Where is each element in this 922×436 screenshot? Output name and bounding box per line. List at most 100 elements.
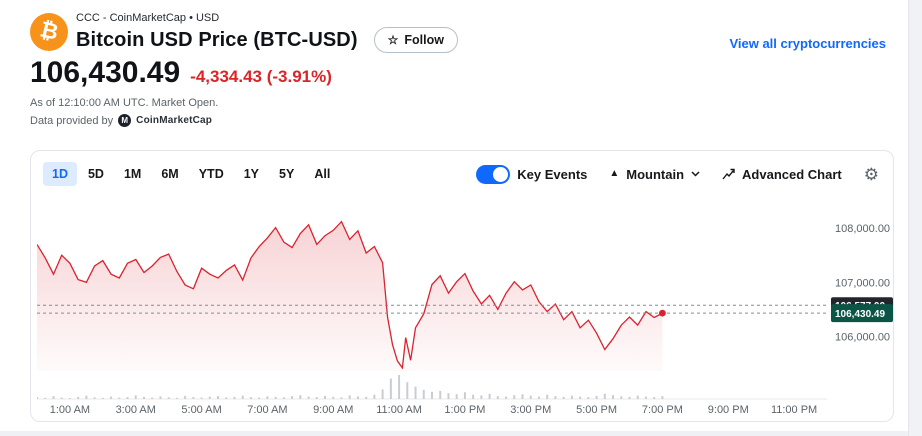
volume-bar — [126, 397, 129, 399]
volume-bar — [233, 396, 236, 399]
volume-bar — [381, 389, 384, 399]
range-tab-5d[interactable]: 5D — [79, 162, 113, 186]
volume-bar — [570, 395, 573, 399]
title-row: Bitcoin USD Price (BTC-USD) ☆ Follow — [76, 27, 458, 53]
x-axis-label: 5:00 PM — [576, 404, 617, 416]
volume-bar — [406, 382, 409, 399]
range-tab-all[interactable]: All — [305, 162, 339, 186]
follow-button[interactable]: ☆ Follow — [373, 27, 458, 53]
x-axis-label: 5:00 AM — [181, 404, 221, 416]
chart-card: 1D 5D 1M 6M YTD 1Y 5Y All Key Events ▲ Mountain — [30, 150, 894, 422]
volume-bar — [142, 396, 145, 399]
range-tab-5y[interactable]: 5Y — [270, 162, 303, 186]
range-tab-1m[interactable]: 1M — [115, 162, 150, 186]
view-all-cryptocurrencies-link[interactable]: View all cryptocurrencies — [729, 36, 886, 51]
volume-bar — [274, 396, 277, 399]
volume-bar — [472, 394, 475, 399]
volume-bar — [644, 396, 647, 399]
current-price-badge-label: 106,430.49 — [835, 309, 885, 320]
range-tab-1y[interactable]: 1Y — [235, 162, 268, 186]
volume-bar — [225, 397, 228, 399]
current-price: 106,430.49 — [30, 56, 181, 89]
key-events-toggle[interactable] — [476, 164, 511, 184]
as-of-text: As of 12:10:00 AM UTC. Market Open. — [30, 97, 219, 109]
key-events-label: Key Events — [517, 166, 588, 182]
follow-button-label: Follow — [404, 33, 444, 47]
x-axis-label: 3:00 PM — [510, 404, 551, 416]
x-axis-label: 9:00 PM — [708, 404, 749, 416]
volume-bar — [496, 396, 499, 399]
range-tab-ytd[interactable]: YTD — [190, 162, 233, 186]
volume-bar — [282, 397, 285, 399]
volume-bar — [554, 396, 557, 399]
volume-bar — [241, 395, 244, 399]
current-price-badge — [831, 304, 893, 323]
volume-bar — [463, 392, 466, 399]
volume-bar — [151, 397, 154, 399]
volume-bar — [68, 398, 71, 399]
exchange-info: CCC - CoinMarketCap • USD — [76, 12, 220, 24]
page-title: Bitcoin USD Price (BTC-USD) — [76, 28, 358, 51]
volume-bar — [340, 397, 343, 399]
volume-bar — [299, 395, 302, 399]
price-change: -4,334.43 (-3.91%) — [190, 67, 332, 86]
volume-bar — [505, 396, 508, 399]
volume-bar — [85, 395, 88, 399]
price-chart-svg[interactable]: 108,000.00 107,000.00 106,000.00 1:00 AM 3:0… — [37, 201, 893, 417]
volume-bar — [52, 396, 55, 399]
x-axis-label: 1:00 PM — [444, 404, 485, 416]
volume-bar — [175, 397, 178, 399]
price-area-fill — [37, 221, 663, 371]
x-axis-label: 1:00 AM — [50, 404, 90, 416]
settings-gear-icon[interactable]: ⚙ — [863, 164, 879, 184]
volume-bar — [529, 395, 532, 399]
volume-bar — [612, 395, 615, 399]
volume-bar — [159, 396, 162, 399]
volume-bar — [537, 396, 540, 399]
volume-bar — [661, 396, 664, 399]
volume-bar — [266, 396, 269, 399]
volume-bar — [365, 396, 368, 399]
mountain-icon: ▲ — [609, 168, 620, 179]
y-axis-label: 108,000.00 — [835, 223, 890, 235]
volume-bar — [414, 386, 417, 399]
volume-bar — [184, 395, 187, 399]
x-axis-label: 7:00 PM — [642, 404, 683, 416]
volume-bar — [93, 397, 96, 399]
time-range-tabs: 1D 5D 1M 6M YTD 1Y 5Y All — [43, 162, 341, 186]
quote-page: ₿ CCC - CoinMarketCap • USD Bitcoin USD … — [0, 0, 908, 431]
volume-bar — [546, 394, 549, 399]
volume-bar — [307, 396, 310, 399]
volume-bar — [579, 396, 582, 399]
volume-bar — [134, 395, 137, 399]
chart-type-dropdown[interactable]: ▲ Mountain — [609, 167, 700, 182]
advanced-chart-icon — [722, 168, 735, 180]
volume-bar — [118, 397, 121, 399]
volume-bar — [110, 396, 113, 399]
data-provider: Data provided by M CoinMarketCap — [30, 114, 212, 127]
volume-bar — [587, 397, 590, 399]
range-tab-1d[interactable]: 1D — [43, 162, 77, 186]
x-axis-label: 11:00 PM — [771, 404, 817, 416]
volume-bar — [422, 389, 425, 399]
volume-bar — [217, 396, 220, 399]
bitcoin-logo-icon: ₿ — [30, 13, 68, 51]
volume-bar — [653, 397, 656, 399]
volume-bar — [620, 396, 623, 399]
chart-type-label: Mountain — [626, 166, 685, 182]
advanced-chart-label: Advanced Chart — [742, 166, 842, 182]
volume-bar — [439, 390, 442, 399]
coinmarketcap-logo-icon: M — [118, 114, 132, 127]
volume-bar — [628, 396, 631, 399]
advanced-chart-button[interactable]: Advanced Chart — [722, 167, 842, 182]
x-axis-label: 7:00 AM — [247, 404, 287, 416]
volume-bar — [513, 395, 516, 399]
volume-bar — [455, 394, 458, 399]
y-axis-label: 107,000.00 — [835, 277, 890, 289]
range-tab-6m[interactable]: 6M — [152, 162, 187, 186]
volume-bar — [521, 394, 524, 399]
volume-bar — [208, 396, 211, 399]
x-axis-label: 9:00 AM — [313, 404, 353, 416]
volume-bar — [315, 397, 318, 399]
key-events-control: Key Events — [476, 164, 588, 184]
